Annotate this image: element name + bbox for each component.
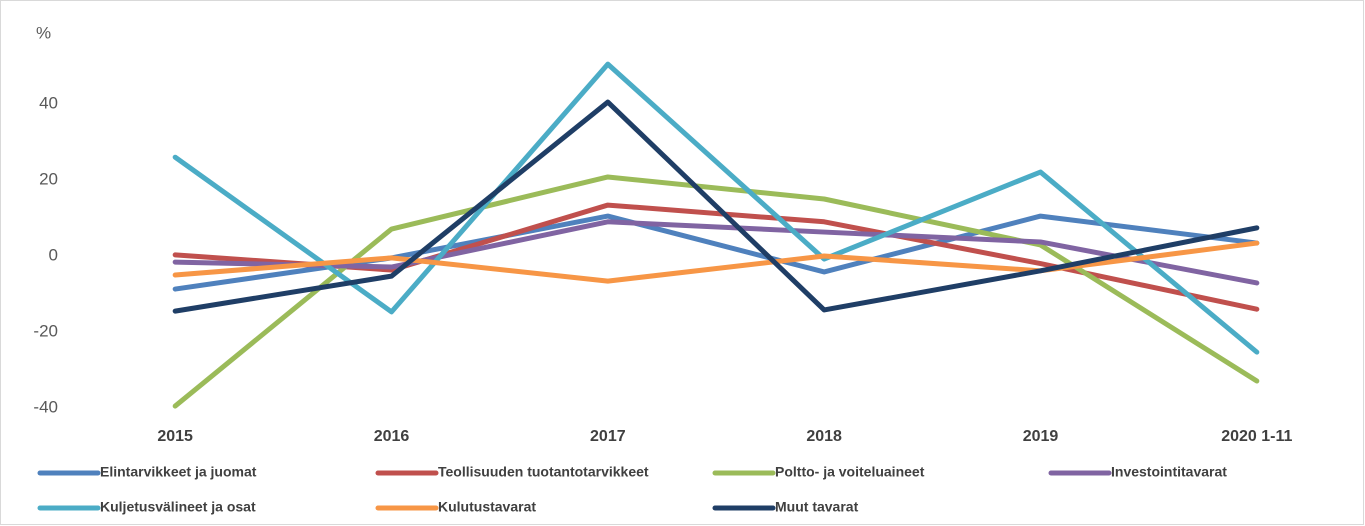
y-tick-label: 0 (49, 245, 58, 264)
legend-label: Kuljetusvälineet ja osat (100, 499, 256, 515)
series-line (172, 61, 1260, 355)
y-tick-label: -20 (33, 321, 58, 340)
x-tick-label: 2015 (157, 428, 193, 445)
x-tick-label: 2020 1-11 (1221, 428, 1292, 445)
x-tick-label: 2016 (374, 428, 410, 445)
legend-label: Elintarvikkeet ja juomat (100, 464, 257, 480)
x-tick-label: 2019 (1023, 428, 1059, 445)
y-tick-label: 40 (39, 93, 58, 112)
legend-label: Investointitavarat (1111, 464, 1227, 480)
x-tick-label: 2018 (806, 428, 842, 445)
series-line (172, 99, 1260, 314)
x-tick-label: 2017 (590, 428, 626, 445)
y-tick-label: -40 (33, 397, 58, 416)
series-line (172, 219, 1260, 286)
legend-label: Teollisuuden tuotantotarvikkeet (438, 464, 649, 480)
y-tick-label: 20 (39, 169, 58, 188)
legend-label: Kulutustavarat (438, 499, 536, 515)
legend-label: Muut tavarat (775, 499, 859, 515)
legend-label: Poltto- ja voiteluaineet (775, 464, 925, 480)
y-axis-label: % (36, 23, 51, 42)
